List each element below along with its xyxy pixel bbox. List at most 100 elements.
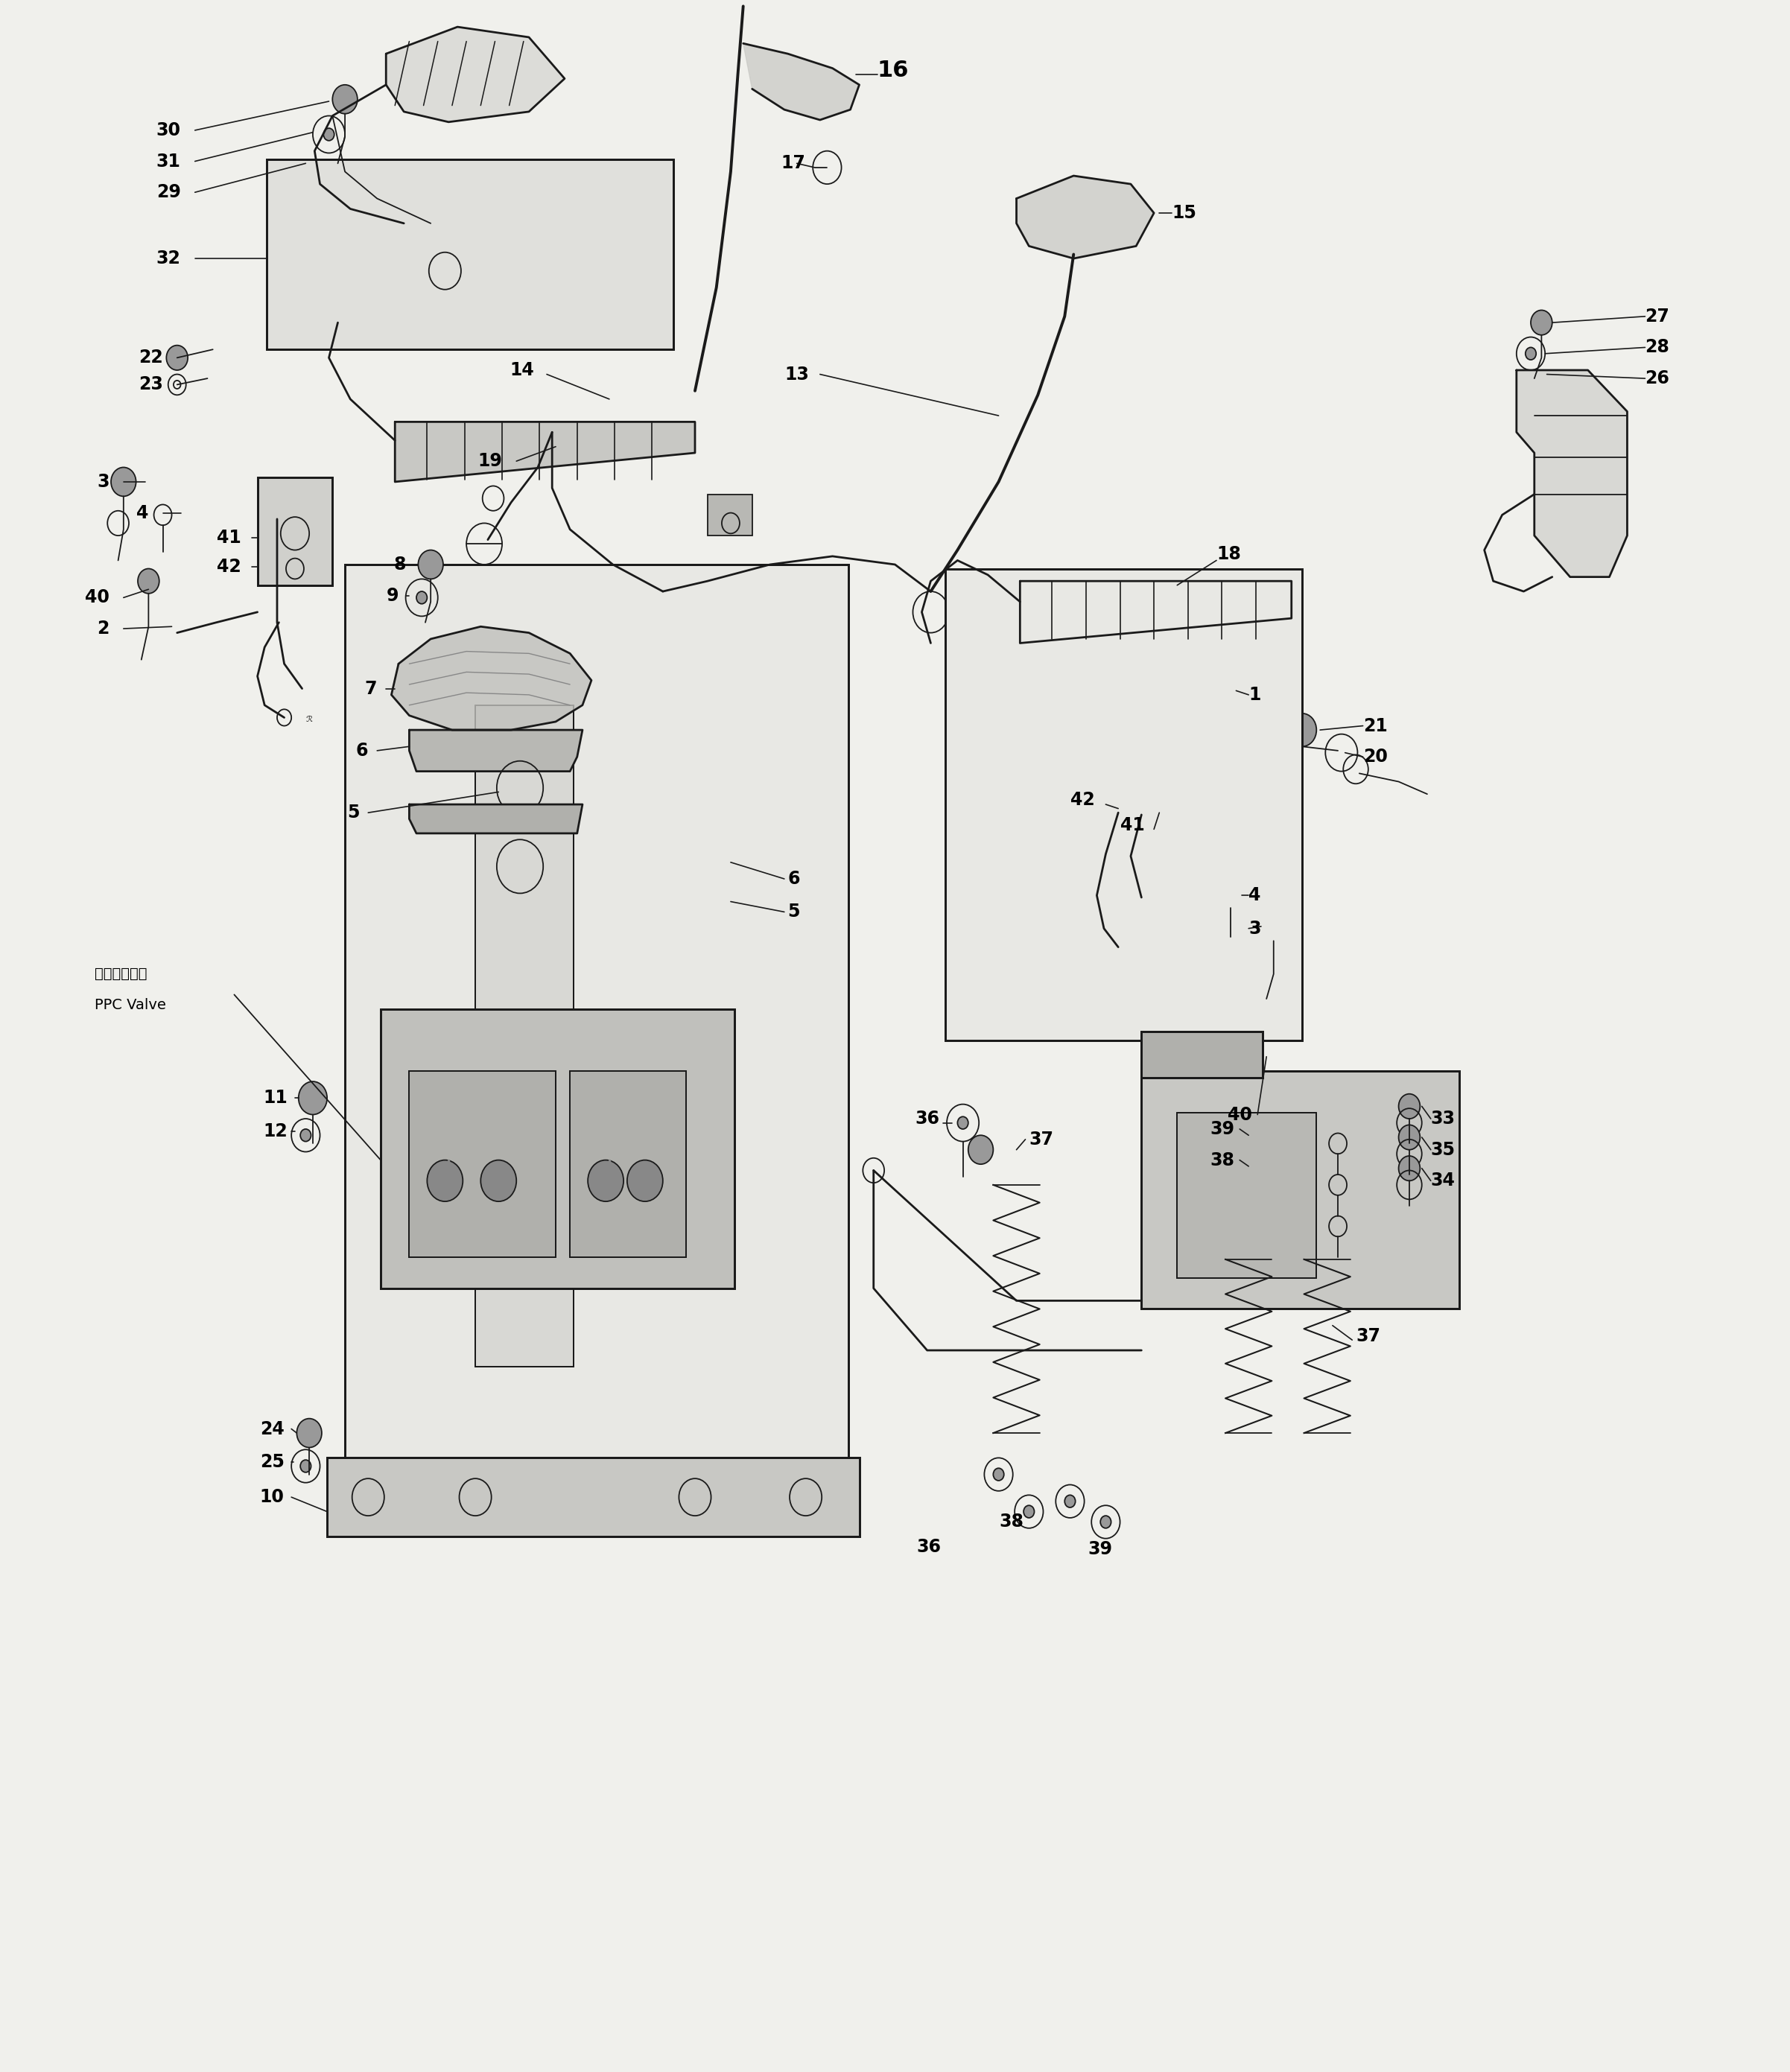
Text: 6: 6 bbox=[356, 742, 369, 760]
Polygon shape bbox=[392, 626, 591, 729]
Text: ＰＰＣバルブ: ＰＰＣバルブ bbox=[95, 968, 147, 980]
Text: 17: 17 bbox=[780, 155, 806, 172]
Circle shape bbox=[299, 1082, 328, 1115]
Circle shape bbox=[1262, 912, 1285, 941]
Circle shape bbox=[968, 1135, 993, 1164]
Text: 23: 23 bbox=[138, 375, 163, 394]
Bar bbox=[258, 479, 333, 584]
Polygon shape bbox=[387, 27, 564, 122]
Circle shape bbox=[138, 568, 159, 593]
Circle shape bbox=[324, 128, 335, 141]
Bar bbox=[945, 568, 1301, 1040]
Text: 28: 28 bbox=[1645, 338, 1670, 356]
Text: 1: 1 bbox=[1249, 686, 1260, 704]
Text: 21: 21 bbox=[1362, 717, 1387, 736]
Circle shape bbox=[993, 1469, 1004, 1481]
Circle shape bbox=[417, 591, 428, 603]
Text: 3: 3 bbox=[1249, 920, 1260, 937]
Text: 31: 31 bbox=[156, 153, 181, 170]
Bar bbox=[328, 1459, 859, 1537]
Circle shape bbox=[301, 1129, 311, 1142]
Text: 38: 38 bbox=[999, 1513, 1024, 1531]
Text: 11: 11 bbox=[263, 1090, 288, 1106]
Circle shape bbox=[1101, 1517, 1112, 1529]
Text: PPC Valve: PPC Valve bbox=[95, 999, 166, 1011]
Polygon shape bbox=[410, 729, 582, 771]
Text: 37: 37 bbox=[1355, 1326, 1380, 1345]
Text: 40: 40 bbox=[1228, 1106, 1253, 1123]
Bar bbox=[267, 160, 673, 350]
Text: 34: 34 bbox=[1430, 1173, 1455, 1189]
Circle shape bbox=[1398, 1125, 1419, 1150]
Text: 33: 33 bbox=[1430, 1111, 1455, 1127]
Circle shape bbox=[419, 549, 444, 578]
Text: 5: 5 bbox=[788, 903, 800, 920]
Bar bbox=[1160, 684, 1264, 812]
Text: 5: 5 bbox=[347, 804, 360, 823]
Bar bbox=[345, 564, 848, 1492]
Bar bbox=[1178, 1113, 1316, 1278]
Circle shape bbox=[958, 1117, 968, 1129]
Text: 6: 6 bbox=[788, 870, 800, 887]
Text: 15: 15 bbox=[1172, 203, 1196, 222]
Bar bbox=[1142, 1032, 1264, 1077]
Bar bbox=[381, 1009, 734, 1289]
Polygon shape bbox=[1017, 176, 1155, 259]
Bar bbox=[410, 1071, 555, 1258]
Bar bbox=[569, 1071, 686, 1258]
Circle shape bbox=[166, 346, 188, 371]
Circle shape bbox=[626, 1160, 662, 1202]
Text: 32: 32 bbox=[156, 249, 181, 267]
Text: 18: 18 bbox=[1217, 545, 1240, 564]
Circle shape bbox=[111, 468, 136, 497]
Text: 19: 19 bbox=[478, 452, 503, 470]
Polygon shape bbox=[396, 423, 695, 483]
Circle shape bbox=[1530, 311, 1552, 336]
Text: 13: 13 bbox=[784, 365, 809, 383]
Text: 26: 26 bbox=[1645, 369, 1670, 387]
Bar bbox=[1169, 642, 1237, 700]
Circle shape bbox=[587, 1160, 623, 1202]
Text: 10: 10 bbox=[260, 1488, 285, 1506]
Circle shape bbox=[428, 1160, 464, 1202]
Text: 20: 20 bbox=[1362, 748, 1387, 767]
Text: 35: 35 bbox=[1430, 1142, 1455, 1158]
Bar bbox=[569, 1071, 686, 1258]
Polygon shape bbox=[1516, 371, 1627, 576]
Text: 14: 14 bbox=[510, 361, 533, 379]
Text: 39: 39 bbox=[1088, 1539, 1112, 1558]
Text: 39: 39 bbox=[1210, 1121, 1235, 1138]
Polygon shape bbox=[410, 804, 582, 833]
Circle shape bbox=[301, 1461, 311, 1473]
Bar bbox=[267, 160, 673, 350]
Bar bbox=[1178, 1113, 1316, 1278]
Bar bbox=[1169, 642, 1237, 700]
Text: 36: 36 bbox=[915, 1111, 940, 1127]
Text: 4: 4 bbox=[1249, 887, 1260, 903]
Text: 8: 8 bbox=[394, 555, 406, 574]
Text: 41: 41 bbox=[217, 528, 242, 547]
Bar bbox=[1160, 684, 1264, 812]
Circle shape bbox=[333, 85, 358, 114]
Circle shape bbox=[1024, 1506, 1035, 1519]
Text: 30: 30 bbox=[156, 122, 181, 139]
Text: 38: 38 bbox=[1210, 1152, 1235, 1169]
Text: 37: 37 bbox=[1029, 1131, 1054, 1148]
Text: 42: 42 bbox=[1070, 792, 1095, 810]
Circle shape bbox=[1287, 713, 1316, 746]
Polygon shape bbox=[743, 44, 859, 120]
Text: 42: 42 bbox=[217, 557, 242, 576]
Text: 16: 16 bbox=[877, 60, 909, 81]
Bar bbox=[476, 704, 573, 1368]
Text: 9: 9 bbox=[387, 586, 399, 605]
Text: 27: 27 bbox=[1645, 307, 1670, 325]
Text: 25: 25 bbox=[260, 1452, 285, 1471]
Bar bbox=[1142, 1071, 1459, 1310]
Circle shape bbox=[1065, 1496, 1076, 1508]
Bar bbox=[945, 568, 1301, 1040]
Bar bbox=[1142, 1032, 1264, 1077]
Circle shape bbox=[1398, 1094, 1419, 1119]
Text: 2: 2 bbox=[97, 620, 109, 638]
Circle shape bbox=[1398, 1156, 1419, 1181]
Bar bbox=[410, 1071, 555, 1258]
